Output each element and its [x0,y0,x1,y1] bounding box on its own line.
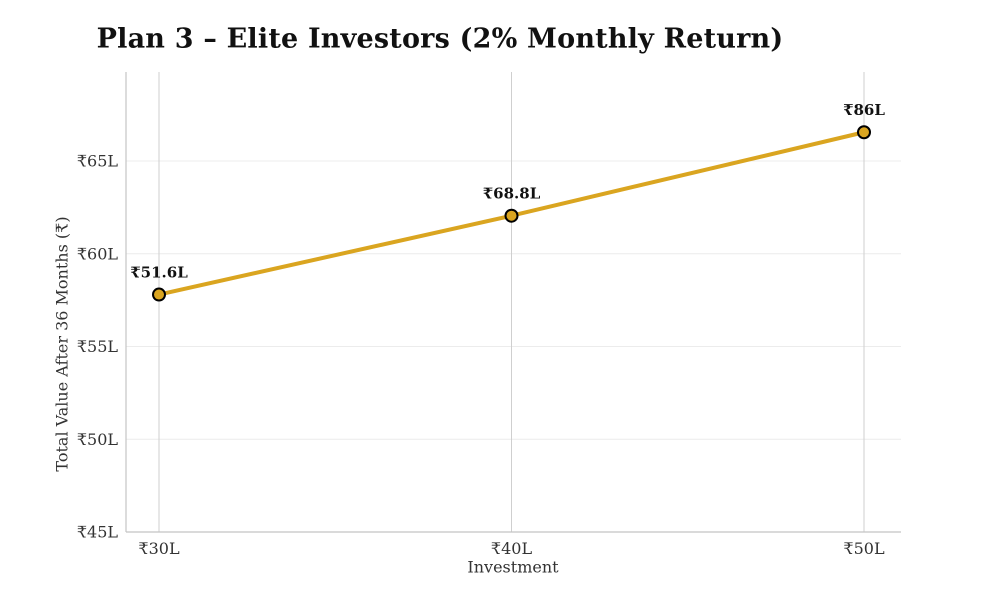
y-tick-label: ₹50L [77,430,119,449]
data-point-marker [857,125,871,140]
y-tick-label: ₹65L [77,152,119,171]
data-point-marker [152,287,166,302]
data-point-marker [504,208,519,223]
y-tick-label: ₹60L [77,244,119,263]
x-tick-label: ₹30L [138,539,180,558]
x-tick-label: ₹50L [843,539,885,558]
data-point-label: ₹51.6L [130,264,188,282]
data-point-label: ₹86L [843,101,885,119]
x-tick-label: ₹40L [491,539,533,558]
data-point-label: ₹68.8L [483,185,541,203]
y-tick-label: ₹55L [77,337,119,356]
x-axis-title: Investment [467,557,559,577]
y-tick-label: ₹45L [77,523,119,542]
chart-title: Plan 3 – Elite Investors (2% Monthly Ret… [96,23,784,55]
